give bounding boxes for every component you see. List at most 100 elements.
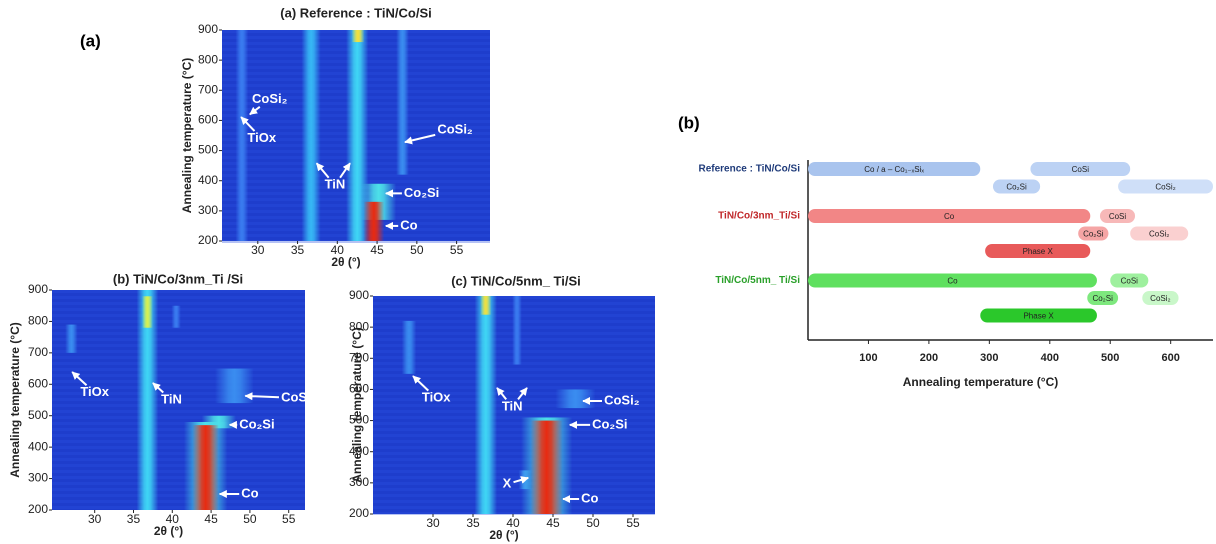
annotation-label: Co [400, 217, 417, 232]
y-tick-label: 500 [198, 143, 218, 157]
y-tick-label: 900 [349, 288, 369, 302]
x-tick-label: 30 [251, 243, 265, 257]
chart-title: (b) TiN/Co/3nm_Ti /Si [113, 271, 243, 286]
y-tick-label: 700 [28, 345, 48, 359]
x-tick-label: 55 [626, 516, 640, 530]
annotation-label: CoSi₂ [252, 91, 288, 106]
annotation-label: CoSi₂ [604, 392, 640, 407]
intensity-streak [396, 30, 409, 175]
phase-bar [1087, 291, 1119, 305]
phase-bar [992, 179, 1041, 194]
annotation-arrow [412, 375, 430, 392]
bar-label: CoSi [1072, 165, 1090, 174]
annotation-label: CoSi₂ [281, 390, 317, 405]
band [373, 398, 655, 401]
band [52, 458, 305, 461]
bar-label: Phase X [1023, 312, 1054, 321]
band [373, 380, 655, 383]
band [52, 380, 305, 383]
y-tick-label: 200 [28, 502, 48, 516]
annotation-label: Co [581, 490, 598, 505]
intensity-streak [136, 290, 159, 510]
x-tick-label: 600 [1162, 352, 1180, 364]
y-axis-label: Annealing temperature (°C) [350, 327, 364, 482]
annotation-label: TiN [161, 391, 182, 406]
y-tick-label: 600 [28, 376, 48, 390]
y-axis-label: Annealing temperature (°C) [8, 322, 22, 477]
y-tick-label: 300 [28, 471, 48, 485]
intensity-streak [235, 30, 249, 241]
band [52, 398, 305, 401]
bar-label: Phase X [1023, 247, 1054, 256]
phase-bar [808, 209, 1091, 223]
band [373, 452, 655, 455]
band [52, 416, 305, 419]
band [52, 290, 305, 293]
y-axis-label: Annealing temperature (°C) [180, 58, 194, 213]
band [373, 404, 655, 407]
phase-bar [1130, 226, 1189, 241]
band [52, 500, 305, 503]
bar-label: Co / a – Co₁₋ₓSiₓ [864, 165, 924, 174]
band [373, 368, 655, 371]
y-tick-label: 200 [349, 506, 369, 520]
band [373, 470, 655, 473]
band [52, 410, 305, 413]
band [373, 464, 655, 467]
annotation-arrow [517, 387, 528, 400]
annotation-label: Co₂Si [404, 185, 439, 200]
y-tick-label: 600 [198, 113, 218, 127]
annotation-arrow [513, 476, 529, 484]
band [52, 404, 305, 407]
bar-label: Co₂Si [1092, 294, 1113, 303]
annotation-label: TiN [325, 177, 346, 192]
x-axis-label: 2θ (°) [489, 528, 518, 542]
band [52, 440, 305, 443]
band [52, 302, 305, 305]
band [373, 428, 655, 431]
panel-label: (b) [678, 113, 700, 132]
band [52, 428, 305, 431]
bar-label: Co₂Si [1006, 183, 1027, 192]
intensity-streak [171, 305, 181, 328]
x-tick-label: 40 [506, 516, 520, 530]
intensity-streak [192, 425, 219, 510]
y-tick-label: 700 [198, 82, 218, 96]
band [373, 446, 655, 449]
annotation-arrow [71, 371, 88, 387]
band [52, 446, 305, 449]
x-axis-label: 2θ (°) [331, 255, 360, 269]
chart-title: (c) TiN/Co/5nm_ Ti/Si [451, 273, 581, 288]
phase-bar [1110, 273, 1149, 288]
bar-label: CoSi₂ [1150, 294, 1170, 303]
x-tick-label: 30 [426, 516, 440, 530]
x-tick-label: 55 [282, 512, 296, 526]
band [52, 362, 305, 365]
bar-label: CoSi [1121, 277, 1139, 286]
intensity-streak [351, 30, 365, 43]
band [52, 494, 305, 497]
bar-label: CoSi₂ [1155, 183, 1175, 192]
band [373, 494, 655, 497]
annotation-label: CoSi₂ [437, 122, 473, 137]
y-tick-label: 400 [349, 444, 369, 458]
band [373, 488, 655, 491]
band [52, 344, 305, 347]
x-tick-label: 55 [450, 243, 464, 257]
bar-label: Co₂Si [1083, 230, 1104, 239]
phase-bar [808, 273, 1097, 288]
intensity-streak [142, 296, 153, 328]
panel-label: (a) [80, 31, 101, 50]
y-tick-label: 600 [349, 382, 369, 396]
band [373, 506, 655, 509]
annotation-label: X [503, 476, 512, 491]
phase-bar [1142, 291, 1179, 305]
x-tick-label: 50 [410, 243, 424, 257]
annotation-label: TiOx [80, 384, 109, 399]
y-tick-label: 500 [349, 413, 369, 427]
band [222, 240, 490, 243]
band [373, 440, 655, 443]
annotation-arrow [244, 392, 280, 401]
band [52, 470, 305, 473]
band [373, 416, 655, 419]
